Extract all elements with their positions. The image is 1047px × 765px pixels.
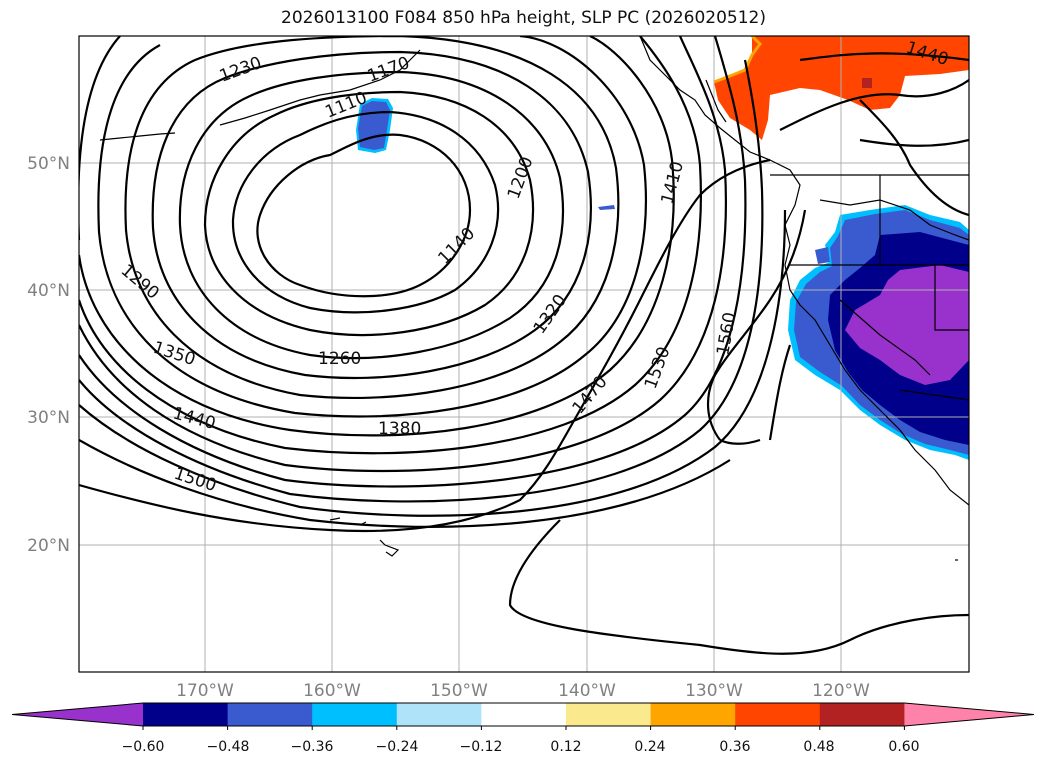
lat-tick-label: 20°N: [27, 536, 70, 556]
colorbar-segment: [227, 703, 313, 726]
lon-tick-label: 160°W: [303, 681, 361, 701]
lat-tick-label: 40°N: [27, 281, 70, 301]
lon-tick-label: 120°W: [812, 681, 870, 701]
colorbar-tick-label: −0.36: [291, 739, 334, 755]
colorbar-segment: [312, 703, 398, 726]
colorbar-tick-label: 0.24: [634, 739, 665, 755]
colorbar-segment: [12, 703, 143, 726]
anomaly-shading: [356, 36, 969, 460]
map-frame: [78, 35, 970, 673]
colorbar-segment: [819, 703, 905, 726]
colorbar-segment: [396, 703, 482, 726]
chart-title: 2026013100 F084 850 hPa height, SLP PC (…: [281, 8, 766, 28]
colorbar-tick-label: −0.60: [122, 739, 165, 755]
colorbar-tick-label: 0.60: [888, 739, 919, 755]
contour-label: 1260: [318, 349, 361, 369]
colorbar: [11, 702, 1035, 730]
colorbar-segment: [904, 703, 1034, 726]
colorbar-tick-label: −0.12: [460, 739, 503, 755]
contour-label: 1380: [378, 419, 421, 439]
colorbar-tick-label: 0.12: [550, 739, 581, 755]
lat-tick-label: 50°N: [27, 154, 70, 174]
lon-tick-label: 170°W: [176, 681, 234, 701]
lat-tick-labels: 50°N 40°N 30°N 20°N: [27, 154, 70, 556]
colorbar-segment: [566, 703, 652, 726]
colorbar-tick-label: −0.24: [376, 739, 419, 755]
colorbar-tick-label: −0.48: [207, 739, 250, 755]
lon-tick-label: 150°W: [430, 681, 488, 701]
lon-tick-label: 140°W: [558, 681, 616, 701]
colorbar-segment: [650, 703, 736, 726]
lat-tick-label: 30°N: [27, 408, 70, 428]
colorbar-tick-labels: −0.60 −0.48 −0.36 −0.24 −0.12 0.12 0.24 …: [122, 739, 920, 755]
colorbar-segment: [143, 703, 229, 726]
colorbar-tick-label: 0.48: [803, 739, 834, 755]
lon-tick-label: 130°W: [685, 681, 743, 701]
colorbar-segment: [481, 703, 567, 726]
colorbar-tick-label: 0.36: [719, 739, 750, 755]
lon-tick-labels: 170°W 160°W 150°W 140°W 130°W 120°W: [176, 681, 870, 701]
colorbar-segment: [735, 703, 821, 726]
